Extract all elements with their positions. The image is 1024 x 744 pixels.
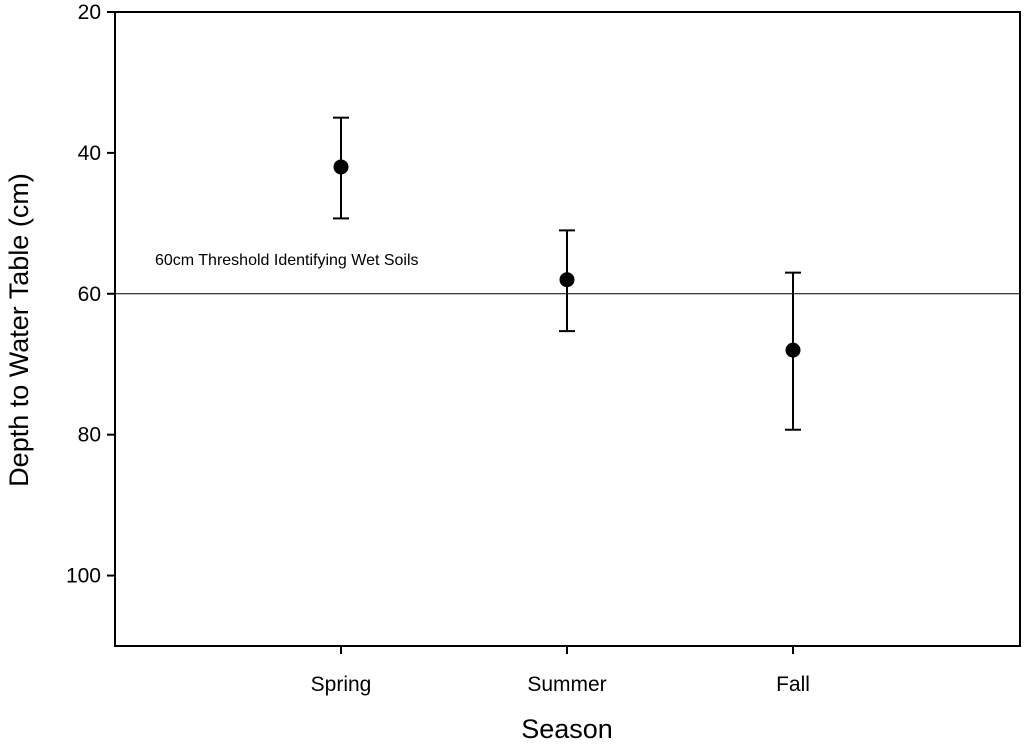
y-tick-label: 20 (78, 1, 101, 24)
y-tick-label: 40 (78, 142, 101, 165)
x-axis-title: Season (521, 714, 613, 744)
data-points (333, 116, 801, 431)
data-point (559, 272, 575, 288)
y-tick-label: 80 (78, 424, 101, 447)
x-tick-label: Summer (527, 673, 606, 696)
y-tick-label: 60 (78, 283, 101, 306)
y-axis-title: Depth to Water Table (cm) (4, 173, 34, 487)
threshold-label: 60cm Threshold Identifying Wet Soils (155, 252, 419, 269)
y-axis: 20 40 60 80 100 (66, 1, 115, 588)
y-tick-label: 100 (66, 565, 101, 588)
data-point (333, 159, 349, 175)
x-tick-label: Fall (776, 673, 810, 696)
data-point (785, 342, 801, 358)
x-tick-label: Spring (311, 673, 372, 696)
x-axis: Spring Summer Fall (311, 646, 810, 696)
